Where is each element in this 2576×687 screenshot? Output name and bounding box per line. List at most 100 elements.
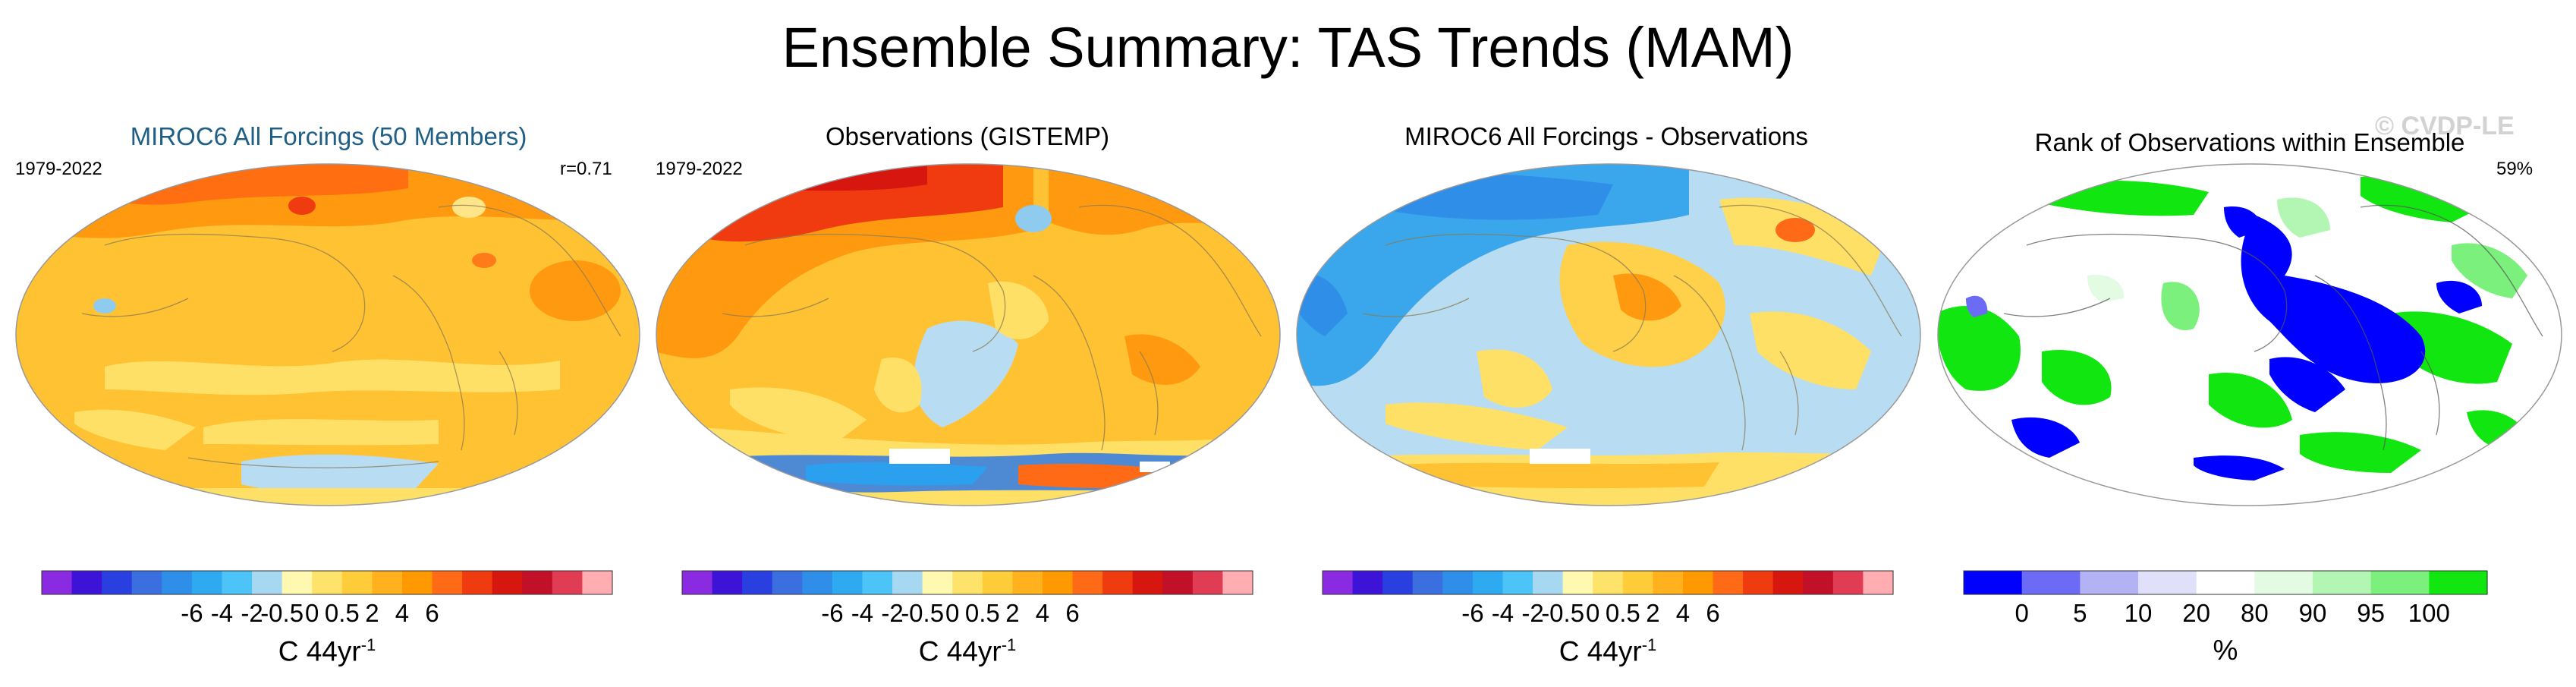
panel-3-colorbar-swatch xyxy=(1382,571,1414,594)
panel-4-colorbar-swatch xyxy=(2196,571,2255,594)
panel-3-colorbar-tick-label: 6 xyxy=(1706,599,1719,627)
panel-1-colorbar-swatch xyxy=(401,571,433,594)
panel-1-colorbar-tick-label: 6 xyxy=(425,599,439,627)
panel-2-observed-trend-map xyxy=(656,163,1281,506)
panel-1-colorbar-swatch xyxy=(552,571,583,594)
figure-title: Ensemble Summary: TAS Trends (MAM) xyxy=(782,16,1794,79)
panel-1-colorbar-swatch xyxy=(492,571,523,594)
panel-3-colorbar-swatch xyxy=(1593,571,1624,594)
panel-4-colorbar-swatch xyxy=(2138,571,2197,594)
panel-4-colorbar-swatch xyxy=(2313,571,2372,594)
panel-3-colorbar-swatch xyxy=(1832,571,1864,594)
panel-4-colorbar-swatch xyxy=(2254,571,2313,594)
panel-2-colorbar-tick-label: -6 xyxy=(821,599,843,627)
panel-4-colorbar: 0 5 10 20 80 90 95 100 xyxy=(1963,570,2488,627)
panel-4-colorbar-tick-label: 90 xyxy=(2299,599,2327,627)
panel-2-colorbar-swatch xyxy=(952,571,983,594)
panel-4-colorbar-unit: % xyxy=(2213,635,2238,666)
panel-1-colorbar-swatch xyxy=(522,571,553,594)
panel-2-title: Observations (GISTEMP) xyxy=(825,122,1110,150)
panel-1-colorbar-tick-label: -4 xyxy=(211,599,233,627)
panel-4-colorbar-tick-label: 5 xyxy=(2073,599,2087,627)
panel-1-colorbar-frame xyxy=(41,570,613,595)
panel-4-rank-map xyxy=(1937,163,2562,506)
panel-1-colorbar-swatch xyxy=(42,571,73,594)
panel-1-colorbar-tick-label: 2 xyxy=(365,599,379,627)
panel-2-colorbar-swatch xyxy=(1102,571,1134,594)
panel-1-colorbar-swatch xyxy=(131,571,162,594)
panel-1-colorbar-tick-label: -2 xyxy=(241,599,263,627)
panel-3-colorbar-swatch xyxy=(1502,571,1533,594)
panel-4-colorbar-tick-label: 100 xyxy=(2408,599,2450,627)
panel-3-title: MIROC6 All Forcings - Observations xyxy=(1404,122,1808,150)
panel-3-colorbar-tick-label: 2 xyxy=(1646,599,1659,627)
panel-3-colorbar-swatch xyxy=(1772,571,1804,594)
panel-3-colorbar-tick-label: -2 xyxy=(1521,599,1543,627)
panel-2-colorbar-swatch xyxy=(1222,571,1253,594)
panel-2-colorbar-swatch xyxy=(982,571,1013,594)
panel-2-colorbar-swatch xyxy=(712,571,743,594)
panel-3-colorbar-swatch xyxy=(1442,571,1474,594)
panel-2-colorbar-swatch xyxy=(922,571,953,594)
panel-1-colorbar-swatch xyxy=(282,571,313,594)
panel-1-colorbar-swatch xyxy=(222,571,253,594)
panel-2-colorbar-swatch xyxy=(832,571,863,594)
panel-1-colorbar-unit: C 44yr-1 xyxy=(278,635,376,667)
panel-2-colorbar-swatch xyxy=(1132,571,1163,594)
panel-2-colorbar-tick-label: 6 xyxy=(1065,599,1079,627)
panel-4-colorbar-swatch xyxy=(2080,571,2139,594)
panel-4-colorbar-tick-label: 95 xyxy=(2357,599,2385,627)
watermark-text: © CVDP-LE xyxy=(2375,112,2515,140)
panel-3-colorbar-swatch xyxy=(1412,571,1443,594)
panel-1-colorbar-tick-label: 0 xyxy=(305,599,319,627)
panel-3-colorbar-swatch xyxy=(1323,571,1354,594)
panel-1-colorbar-tick-label: 0.5 xyxy=(325,599,360,627)
panel-2-colorbar-frame xyxy=(681,570,1253,595)
panel-3-colorbar-tick-label: 0.5 xyxy=(1606,599,1640,627)
panel-1-colorbar-swatch xyxy=(462,571,493,594)
panel-3-colorbar-tick-label: -4 xyxy=(1492,599,1514,627)
panel-2-colorbar-swatch xyxy=(742,571,773,594)
panel-1-colorbar-swatch xyxy=(71,571,102,594)
panel-3-colorbar-swatch xyxy=(1863,571,1894,594)
panel-3-colorbar-tick-label: 0 xyxy=(1586,599,1599,627)
panel-2-colorbar-swatch xyxy=(892,571,923,594)
panel-2-colorbar-swatch xyxy=(1072,571,1103,594)
panel-4-percent-label: 59% xyxy=(2496,159,2534,179)
panel-1-colorbar-swatch xyxy=(312,571,343,594)
panel-4-colorbar-tick-label: 0 xyxy=(2015,599,2028,627)
panel-3-colorbar-swatch xyxy=(1653,571,1684,594)
panel-3-colorbar-swatch xyxy=(1472,571,1504,594)
panel-1-period-label: 1979-2022 xyxy=(15,159,102,179)
panel-3-colorbar: -6 -4 -2-0.5 0 0.5 2 4 6 xyxy=(1322,570,1894,627)
panel-4-colorbar-frame xyxy=(1963,570,2488,595)
panel-4-colorbar-tick-label: 20 xyxy=(2182,599,2210,627)
panel-2-colorbar-swatch xyxy=(802,571,833,594)
panel-3-colorbar-tick-label: -6 xyxy=(1461,599,1483,627)
panel-1-colorbar: -6 -4 -2-0.5 0 0.5 2 4 6 xyxy=(41,570,613,627)
panel-1-colorbar-tick-label: -6 xyxy=(181,599,203,627)
panel-3-colorbar-unit: C 44yr-1 xyxy=(1558,635,1657,667)
panel-3-colorbar-tick-label: 4 xyxy=(1676,599,1690,627)
panel-2-colorbar-tick-label: -0.5 xyxy=(901,599,944,627)
panel-4-title: Rank of Observations within Ensemble xyxy=(2034,128,2465,156)
panel-2-period-label: 1979-2022 xyxy=(656,159,743,179)
panel-3-colorbar-swatch xyxy=(1743,571,1774,594)
panel-2-colorbar-unit: C 44yr-1 xyxy=(918,635,1017,667)
panel-4-colorbar-swatch xyxy=(1964,571,2023,594)
panel-3-colorbar-tick-label: -0.5 xyxy=(1541,599,1584,627)
panel-4-colorbar-tick-label: 80 xyxy=(2241,599,2269,627)
panel-3-colorbar-swatch xyxy=(1713,571,1744,594)
panel-2-colorbar-swatch xyxy=(772,571,803,594)
panel-2-colorbar-swatch xyxy=(1042,571,1074,594)
panel-2-colorbar-tick-label: 0 xyxy=(945,599,959,627)
panel-1-colorbar-tick-label: -0.5 xyxy=(260,599,304,627)
panel-2-colorbar-swatch xyxy=(1012,571,1043,594)
panel-1-colorbar-swatch xyxy=(372,571,403,594)
panel-3-colorbar-swatch xyxy=(1803,571,1834,594)
panel-2-colorbar-swatch xyxy=(1192,571,1224,594)
panel-1-colorbar-swatch xyxy=(102,571,133,594)
panel-3-colorbar-swatch xyxy=(1533,571,1564,594)
panel-3-difference-map xyxy=(1296,163,1921,506)
panel-4-colorbar-swatch xyxy=(2429,571,2488,594)
